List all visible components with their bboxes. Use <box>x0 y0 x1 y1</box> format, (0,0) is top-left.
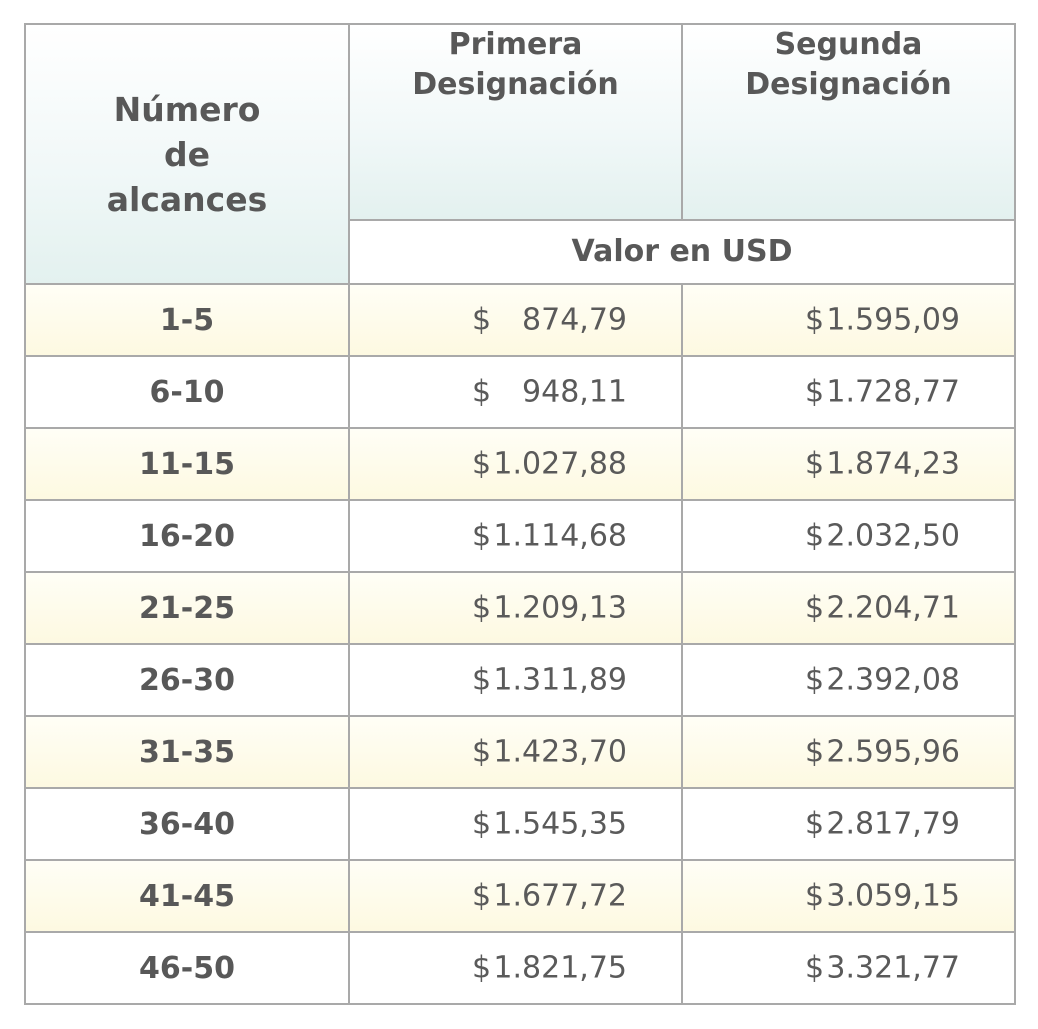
second-designation-cell: $2.595,96 <box>681 715 1016 789</box>
currency-symbol: $ <box>472 950 492 986</box>
amount-value: 1.423,70 <box>493 734 627 770</box>
second-designation-cell: $2.032,50 <box>681 499 1016 573</box>
second-designation-cell: $1.728,77 <box>681 355 1016 429</box>
first-designation-header: Primera Designación <box>348 23 683 221</box>
second-designation-cell: $1.595,09 <box>681 283 1016 357</box>
amount-value: 2.392,08 <box>826 662 960 698</box>
currency-symbol: $ <box>472 518 492 554</box>
first-designation-cell: $1.545,35 <box>348 787 683 861</box>
amount-value: 2.032,50 <box>826 518 960 554</box>
first-designation-cell: $1.821,75 <box>348 931 683 1005</box>
currency-symbol: $ <box>472 662 492 698</box>
amount-value: 948,11 <box>522 374 627 410</box>
range-cell: 11-15 <box>24 427 350 501</box>
table-row: 26-30 $1.311,89 $2.392,08 <box>24 643 1016 717</box>
second-header-line: Designación <box>745 67 952 102</box>
second-designation-cell: $2.204,71 <box>681 571 1016 645</box>
range-cell: 26-30 <box>24 643 350 717</box>
unit-header: Valor en USD <box>348 218 1016 285</box>
first-designation-cell: $1.423,70 <box>348 715 683 789</box>
range-cell: 41-45 <box>24 859 350 933</box>
first-designation-cell: $1.209,13 <box>348 571 683 645</box>
currency-symbol: $ <box>805 446 825 482</box>
second-designation-header: Segunda Designación <box>681 23 1016 221</box>
currency-symbol: $ <box>805 950 825 986</box>
currency-symbol: $ <box>805 518 825 554</box>
amount-value: 2.204,71 <box>826 590 960 626</box>
amount-value: 1.595,09 <box>826 302 960 338</box>
first-designation-cell: $874,79 <box>348 283 683 357</box>
currency-symbol: $ <box>805 878 825 914</box>
table-row: 36-40 $1.545,35 $2.817,79 <box>24 787 1016 861</box>
amount-value: 1.114,68 <box>493 518 627 554</box>
currency-symbol: $ <box>472 878 492 914</box>
range-cell: 6-10 <box>24 355 350 429</box>
currency-symbol: $ <box>472 590 492 626</box>
second-designation-cell: $1.874,23 <box>681 427 1016 501</box>
table-row: 41-45 $1.677,72 $3.059,15 <box>24 859 1016 933</box>
currency-symbol: $ <box>805 302 825 338</box>
first-designation-cell: $1.027,88 <box>348 427 683 501</box>
second-designation-cell: $3.059,15 <box>681 859 1016 933</box>
first-designation-cell: $1.114,68 <box>348 499 683 573</box>
currency-symbol: $ <box>805 734 825 770</box>
currency-symbol: $ <box>805 590 825 626</box>
amount-value: 1.874,23 <box>826 446 960 482</box>
first-header-line: Primera <box>448 27 583 62</box>
table-row: 21-25 $1.209,13 $2.204,71 <box>24 571 1016 645</box>
second-designation-cell: $3.321,77 <box>681 931 1016 1005</box>
range-header-line: Número <box>113 89 261 129</box>
first-designation-cell: $1.677,72 <box>348 859 683 933</box>
currency-symbol: $ <box>472 734 492 770</box>
amount-value: 1.677,72 <box>493 878 627 914</box>
amount-value: 1.027,88 <box>493 446 627 482</box>
table-row: 16-20 $1.114,68 $2.032,50 <box>24 499 1016 573</box>
currency-symbol: $ <box>805 662 825 698</box>
range-header-line: de <box>163 134 210 174</box>
range-cell: 36-40 <box>24 787 350 861</box>
table-row: 11-15 $1.027,88 $1.874,23 <box>24 427 1016 501</box>
amount-value: 1.821,75 <box>493 950 627 986</box>
currency-symbol: $ <box>805 806 825 842</box>
amount-value: 874,79 <box>522 302 627 338</box>
range-cell: 21-25 <box>24 571 350 645</box>
currency-symbol: $ <box>472 446 492 482</box>
fee-table-body: 1-5 $874,79 $1.595,09 6-10 $948,11 $1.728,77 1… <box>24 283 1016 1005</box>
first-designation-cell: $948,11 <box>348 355 683 429</box>
range-header-line: alcances <box>106 179 268 219</box>
second-designation-cell: $2.392,08 <box>681 643 1016 717</box>
amount-value: 1.311,89 <box>493 662 627 698</box>
table-row: 1-5 $874,79 $1.595,09 <box>24 283 1016 357</box>
currency-symbol: $ <box>472 374 492 410</box>
range-cell: 1-5 <box>24 283 350 357</box>
currency-symbol: $ <box>472 806 492 842</box>
amount-value: 2.817,79 <box>826 806 960 842</box>
range-cell: 31-35 <box>24 715 350 789</box>
currency-symbol: $ <box>805 374 825 410</box>
table-row: 46-50 $1.821,75 $3.321,77 <box>24 931 1016 1005</box>
range-cell: 46-50 <box>24 931 350 1005</box>
range-cell: 16-20 <box>24 499 350 573</box>
range-column-header: Número de alcances <box>24 23 350 285</box>
currency-symbol: $ <box>472 302 492 338</box>
amount-value: 2.595,96 <box>826 734 960 770</box>
amount-value: 1.209,13 <box>493 590 627 626</box>
table-row: 6-10 $948,11 $1.728,77 <box>24 355 1016 429</box>
first-header-line: Designación <box>412 67 619 102</box>
fee-table: Número de alcances Primera Designación S… <box>24 23 1016 1005</box>
amount-value: 3.059,15 <box>826 878 960 914</box>
second-header-line: Segunda <box>774 27 923 62</box>
amount-value: 1.545,35 <box>493 806 627 842</box>
first-designation-cell: $1.311,89 <box>348 643 683 717</box>
amount-value: 3.321,77 <box>826 950 960 986</box>
amount-value: 1.728,77 <box>826 374 960 410</box>
table-row: 31-35 $1.423,70 $2.595,96 <box>24 715 1016 789</box>
second-designation-cell: $2.817,79 <box>681 787 1016 861</box>
